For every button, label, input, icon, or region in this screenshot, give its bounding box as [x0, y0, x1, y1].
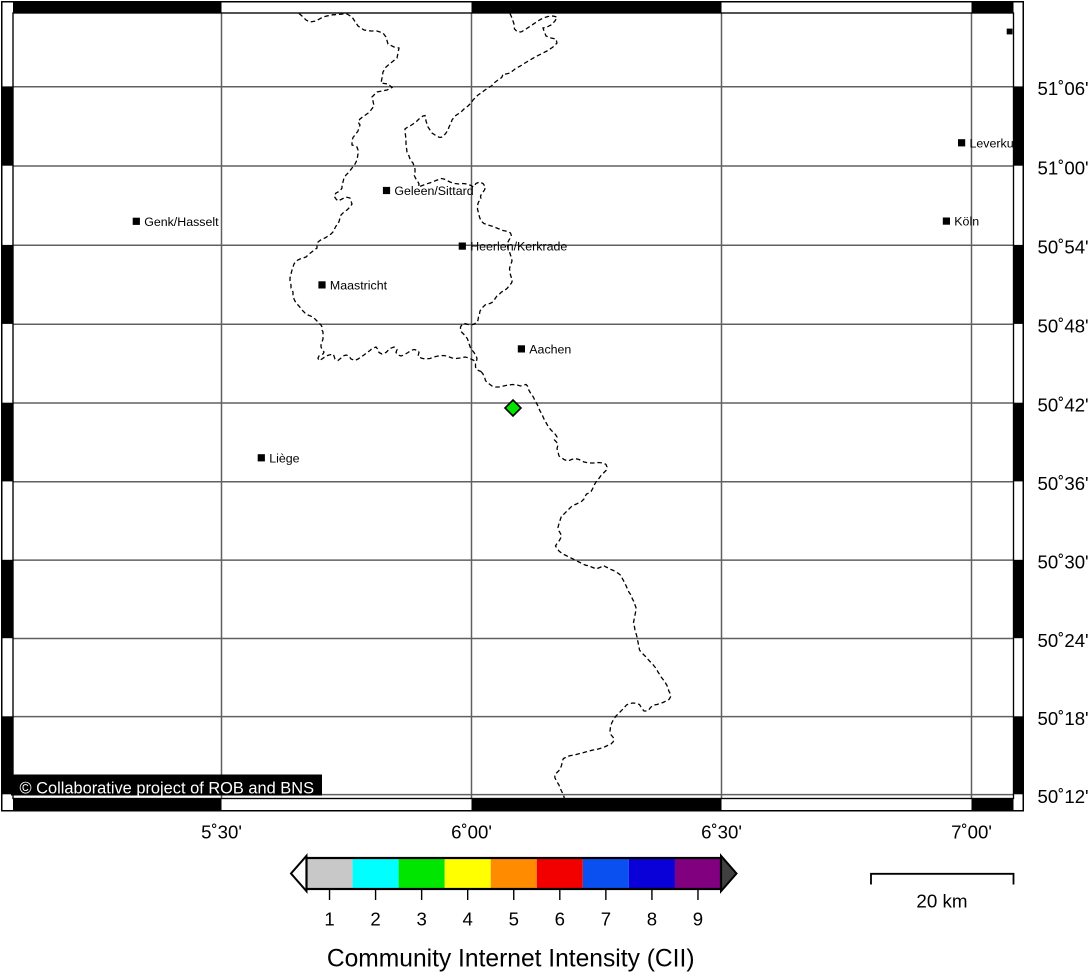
svg-text:Heerlen/Kerkrade: Heerlen/Kerkrade: [470, 240, 567, 254]
svg-text:50˚54': 50˚54': [1038, 237, 1088, 258]
svg-text:51˚00': 51˚00': [1038, 157, 1088, 178]
svg-text:8: 8: [647, 909, 657, 930]
svg-text:Leverkusen: Leverkusen: [970, 136, 1034, 150]
svg-text:Köln: Köln: [954, 215, 979, 229]
svg-text:Genk/Hasselt: Genk/Hasselt: [144, 215, 219, 229]
svg-text:50˚30': 50˚30': [1038, 551, 1088, 572]
svg-text:Liège: Liège: [269, 451, 299, 465]
svg-text:Maastricht: Maastricht: [330, 279, 388, 293]
svg-text:4: 4: [463, 909, 473, 930]
svg-text:51˚06': 51˚06': [1038, 78, 1088, 99]
svg-text:2: 2: [370, 909, 380, 930]
svg-text:1: 1: [324, 909, 334, 930]
svg-text:Aachen: Aachen: [529, 343, 571, 357]
svg-text:3: 3: [416, 909, 426, 930]
svg-text:9: 9: [693, 909, 703, 930]
svg-text:5: 5: [509, 909, 519, 930]
svg-text:50˚12': 50˚12': [1038, 786, 1088, 807]
svg-text:20 km: 20 km: [916, 890, 967, 911]
svg-text:50˚42': 50˚42': [1038, 394, 1088, 415]
svg-text:50˚18': 50˚18': [1038, 708, 1088, 729]
svg-text:© Collaborative project of ROB: © Collaborative project of ROB and BNS: [20, 780, 315, 798]
svg-text:7˚00': 7˚00': [951, 822, 992, 843]
svg-text:50˚36': 50˚36': [1038, 473, 1088, 494]
svg-text:5˚30': 5˚30': [201, 822, 242, 843]
svg-text:7: 7: [601, 909, 611, 930]
svg-text:6: 6: [555, 909, 565, 930]
svg-text:6˚30': 6˚30': [701, 822, 742, 843]
svg-text:Geleen/Sittard: Geleen/Sittard: [394, 184, 473, 198]
svg-text:50˚24': 50˚24': [1038, 630, 1088, 651]
svg-text:Community Internet Intensity (: Community Internet Intensity (CII): [327, 946, 695, 973]
svg-text:6˚00': 6˚00': [451, 822, 492, 843]
svg-text:50˚48': 50˚48': [1038, 316, 1088, 337]
